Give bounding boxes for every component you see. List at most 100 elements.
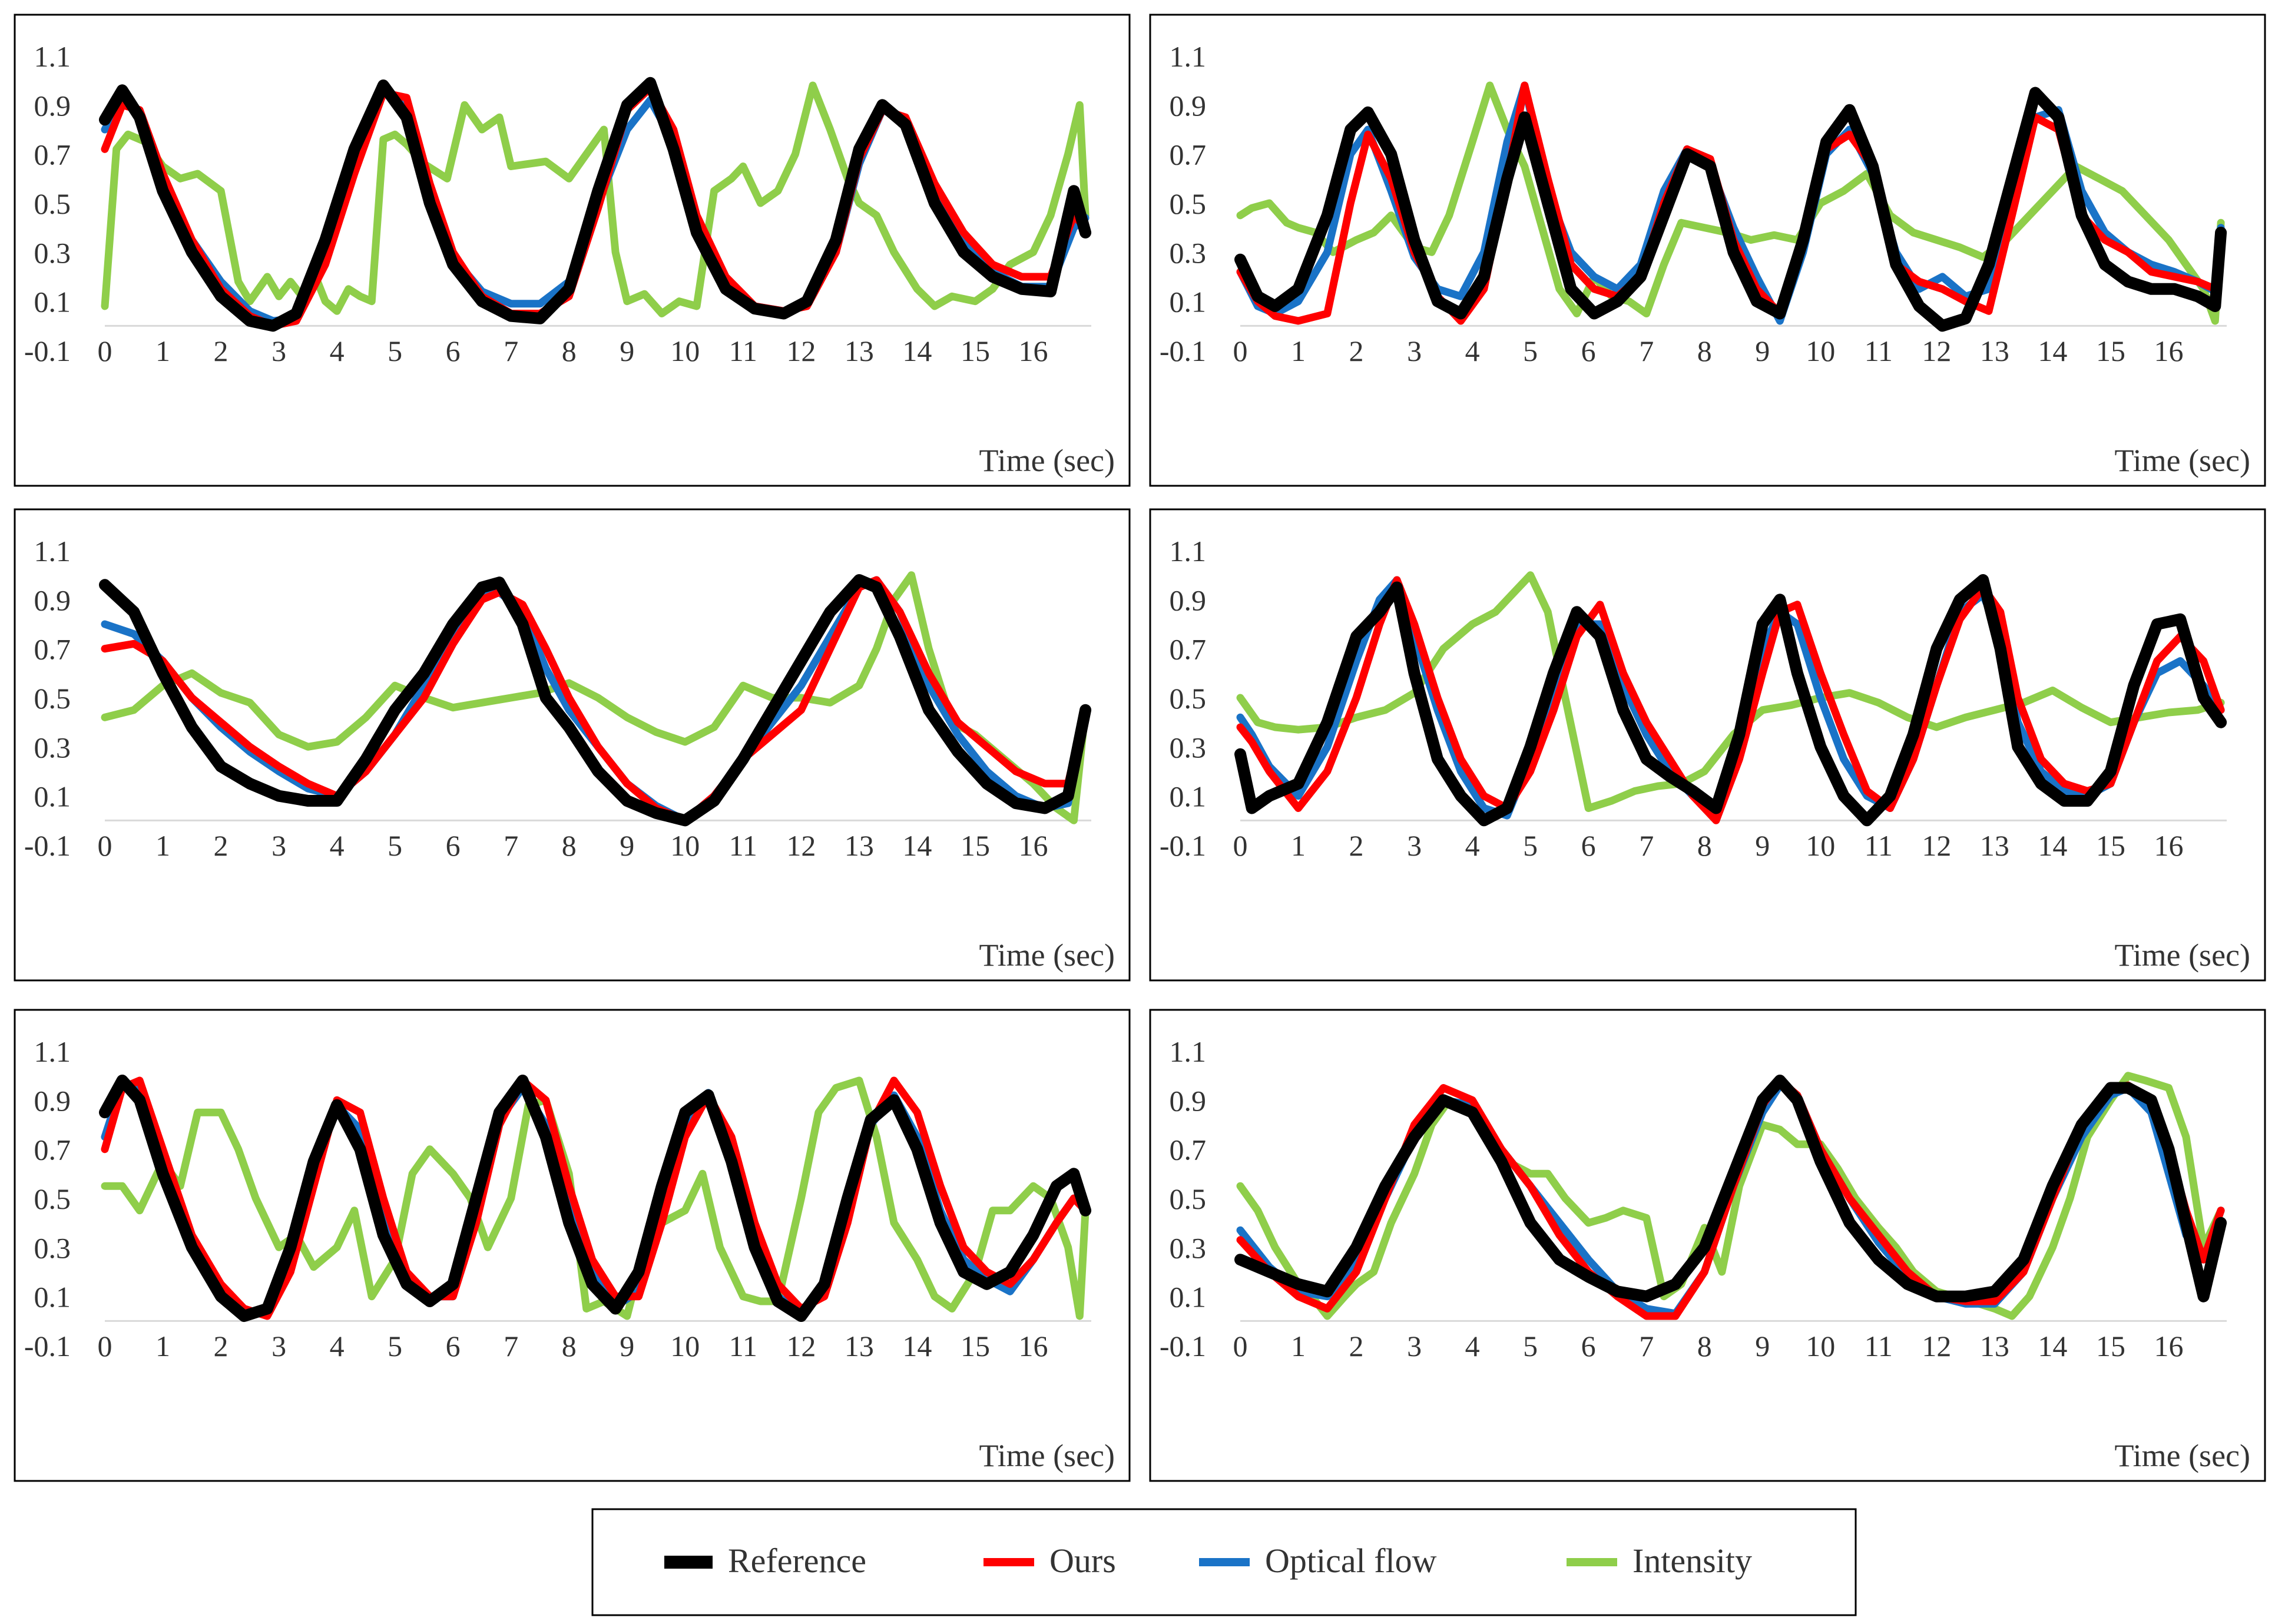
x-tick-label: 2: [1349, 1330, 1364, 1363]
y-tick-label: -0.1: [24, 1330, 71, 1363]
x-tick-label: 4: [330, 334, 345, 367]
x-tick-label: 10: [1806, 1330, 1835, 1363]
chart-frame: [1149, 1009, 2266, 1482]
x-tick-label: 0: [1233, 334, 1248, 367]
chart-frame: [1149, 508, 2266, 982]
x-tick-label: 1: [1291, 829, 1306, 862]
x-tick-label: 12: [1922, 829, 1951, 862]
y-tick-label: 0.7: [34, 1134, 71, 1166]
y-tick-label: -0.1: [1160, 1330, 1206, 1363]
y-tick-label: 1.1: [1170, 40, 1207, 73]
x-tick-label: 16: [2154, 829, 2183, 862]
legend: Reference Ours Optical flow Intensity: [591, 1508, 1857, 1616]
x-tick-label: 4: [1465, 1330, 1480, 1363]
y-tick-label: 0.3: [34, 731, 71, 764]
x-tick-label: 9: [620, 829, 634, 862]
x-tick-label: 14: [2038, 334, 2067, 367]
x-tick-label: 16: [1018, 334, 1048, 367]
x-tick-label: 14: [902, 1330, 932, 1363]
x-tick-label: 6: [446, 334, 461, 367]
x-tick-label: 15: [961, 829, 990, 862]
y-tick-label: 0.5: [34, 187, 71, 220]
x-tick-label: 2: [214, 334, 229, 367]
series-line-reference: [1234, 574, 2227, 827]
x-tick-label: 16: [1018, 829, 1048, 862]
chart-frame: [14, 508, 1131, 982]
x-tick-label: 5: [388, 1330, 402, 1363]
y-tick-label: 0.5: [1170, 1182, 1207, 1215]
series-line-intensity: [1236, 1072, 2225, 1320]
x-tick-label: 6: [446, 829, 461, 862]
y-tick-label: 0.7: [34, 138, 71, 171]
x-tick-label: 10: [670, 334, 700, 367]
y-tick-label: 0.1: [34, 780, 71, 813]
x-tick-label: 3: [1407, 829, 1422, 862]
x-tick-label: 13: [845, 1330, 874, 1363]
y-tick-label: 0.3: [1170, 236, 1207, 269]
x-tick-label: 11: [1865, 1330, 1893, 1363]
x-tick-label: 12: [1922, 1330, 1951, 1363]
x-tick-label: 14: [2038, 829, 2067, 862]
x-tick-label: 7: [504, 334, 518, 367]
y-tick-label: 0.1: [1170, 1281, 1207, 1314]
x-tick-label: 3: [271, 334, 286, 367]
legend-label-optical-flow: Optical flow: [1265, 1542, 1437, 1580]
x-tick-label: 13: [1980, 829, 2009, 862]
x-tick-label: 13: [845, 829, 874, 862]
x-tick-label: 12: [1922, 334, 1951, 367]
x-tick-label: 6: [1581, 829, 1596, 862]
chart-panel-2: 1.10.90.70.50.30.1-0.1 0 1 2 3 4 5 6 7 8 9 10 11 12 13…: [1149, 14, 2266, 487]
y-tick-label: 0.9: [34, 584, 71, 617]
x-tick-label: 2: [1349, 334, 1364, 367]
y-tick-label: 0.1: [1170, 780, 1207, 813]
x-tick-label: 9: [1755, 334, 1770, 367]
x-tick-label: 8: [562, 1330, 577, 1363]
x-tick-label: 6: [1581, 334, 1596, 367]
x-axis-title: Time (sec): [979, 443, 1115, 478]
x-tick-label: 9: [620, 1330, 634, 1363]
x-tick-label: 16: [2154, 1330, 2183, 1363]
y-tick-label: 0.5: [34, 682, 71, 715]
x-tick-label: 15: [2096, 334, 2125, 367]
series-line-intensity: [101, 81, 1090, 317]
x-tick-label: 2: [214, 1330, 229, 1363]
x-tick-label: 8: [1697, 829, 1712, 862]
x-tick-label: 1: [155, 334, 170, 367]
y-tick-label: -0.1: [1160, 334, 1206, 367]
series-line-ours: [101, 576, 1090, 824]
x-tick-label: 8: [1697, 1330, 1712, 1363]
y-tick-label: 0.1: [1170, 286, 1207, 319]
chart-frame: [14, 1009, 1131, 1482]
chart-panel-6: 1.10.90.70.50.30.1-0.1 0 1 2 3 4 5 6 7 8 9 10 11 12 13…: [1149, 1009, 2266, 1482]
x-tick-label: 5: [1523, 829, 1538, 862]
x-tick-label: 5: [388, 334, 402, 367]
x-axis-title: Time (sec): [2115, 443, 2250, 478]
y-tick-label: 1.1: [1170, 1035, 1207, 1068]
y-tick-label: 1.1: [1170, 535, 1207, 568]
series-line-reference: [99, 77, 1092, 332]
series-line-reference: [99, 574, 1092, 827]
x-tick-label: 11: [1865, 829, 1893, 862]
x-tick-label: 4: [1465, 829, 1480, 862]
x-tick-label: 3: [271, 1330, 286, 1363]
y-tick-label: 0.7: [1170, 633, 1207, 666]
x-tick-label: 8: [1697, 334, 1712, 367]
y-tick-label: 0.5: [34, 1182, 71, 1215]
x-tick-label: 3: [1407, 334, 1422, 367]
x-tick-label: 7: [1639, 1330, 1654, 1363]
series-line-reference: [1234, 87, 2227, 332]
y-tick-label: -0.1: [24, 334, 71, 367]
y-tick-label: 0.1: [34, 1281, 71, 1314]
y-tick-label: 0.3: [1170, 731, 1207, 764]
x-tick-label: 14: [2038, 1330, 2067, 1363]
x-tick-label: 7: [504, 1330, 518, 1363]
x-tick-label: 2: [214, 829, 229, 862]
chart-panels: 1.10.90.70.50.30.1-0.1 0 1 2 3 4 5 6 7 8 9 10 11 12 13…: [14, 14, 2266, 1482]
y-tick-label: 1.1: [34, 1035, 71, 1068]
x-tick-label: 15: [961, 334, 990, 367]
x-tick-label: 7: [1639, 829, 1654, 862]
x-tick-label: 13: [845, 334, 874, 367]
y-tick-label: 0.3: [34, 236, 71, 269]
x-tick-label: 11: [729, 1330, 757, 1363]
